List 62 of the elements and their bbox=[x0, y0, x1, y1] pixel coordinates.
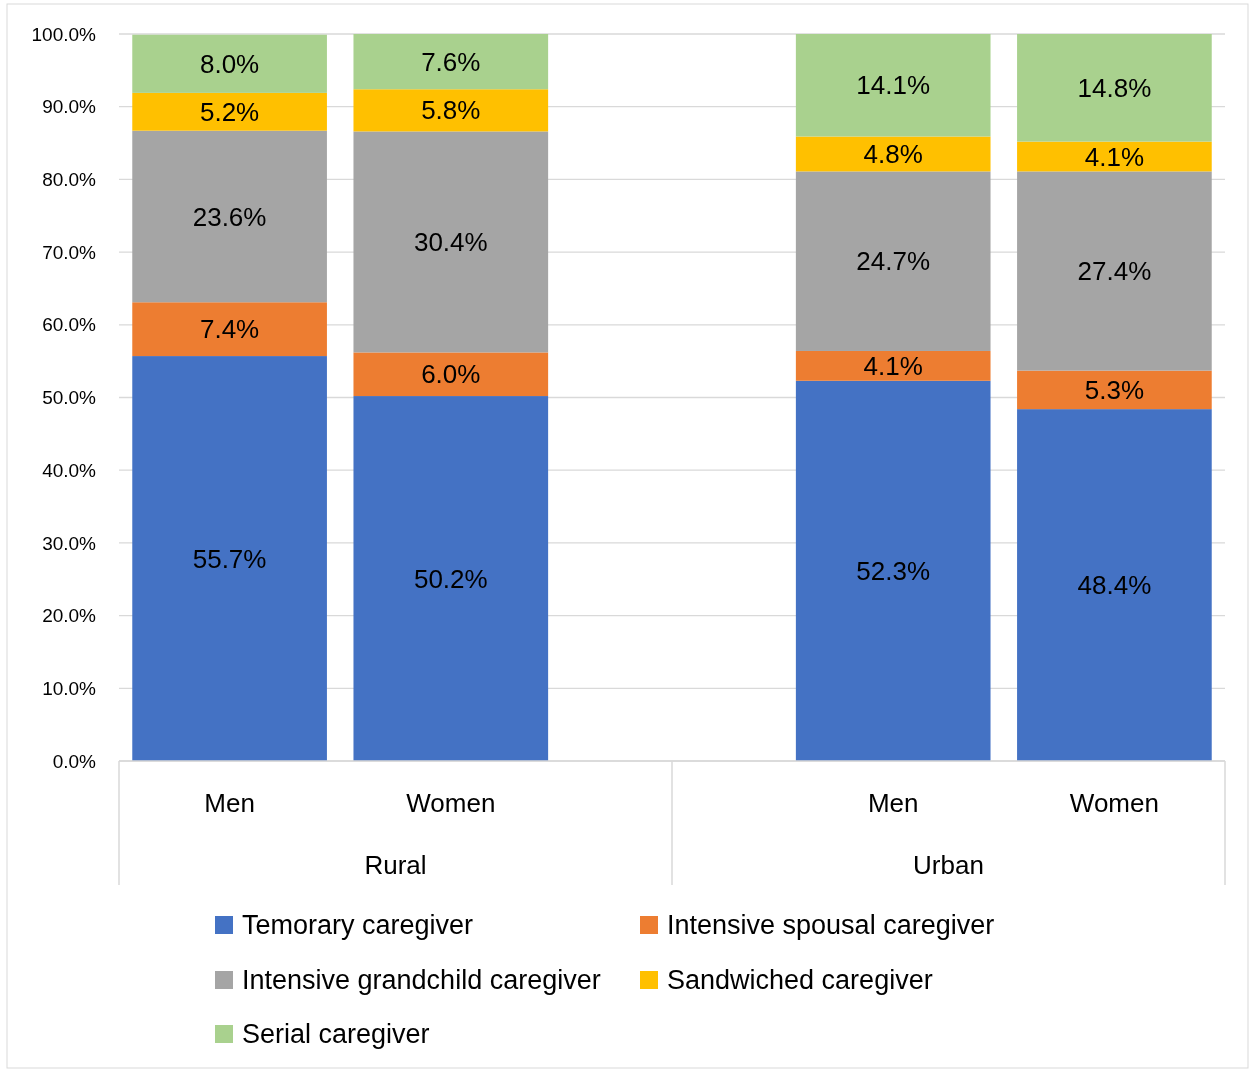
legend-label: Intensive spousal caregiver bbox=[667, 910, 995, 941]
bar bbox=[1017, 171, 1212, 371]
x-tick-label: Men bbox=[204, 788, 255, 819]
data-label: 52.3% bbox=[856, 555, 931, 586]
y-tick-label: 10.0% bbox=[42, 677, 97, 699]
data-label: 55.7% bbox=[192, 543, 267, 574]
data-label: 5.2% bbox=[199, 96, 260, 127]
bar bbox=[795, 380, 991, 761]
data-label: 6.0% bbox=[421, 359, 481, 390]
legend-label: Intensive grandchild caregiver bbox=[242, 965, 601, 996]
y-tick-label: 70.0% bbox=[42, 241, 97, 263]
data-label: 27.4% bbox=[1077, 256, 1152, 287]
bar bbox=[353, 131, 549, 353]
y-tick-label: 20.0% bbox=[42, 605, 97, 627]
bar bbox=[132, 34, 327, 93]
data-label: 7.6% bbox=[421, 46, 481, 77]
text: Urban bbox=[913, 850, 984, 881]
data-label: 14.1% bbox=[856, 70, 931, 101]
bar bbox=[132, 92, 327, 131]
data-label: 23.6% bbox=[192, 201, 267, 232]
y-tick-label: 60.0% bbox=[42, 314, 97, 336]
y-tick-label: 80.0% bbox=[42, 169, 97, 191]
bar bbox=[795, 34, 991, 137]
y-tick-label: 40.0% bbox=[42, 459, 97, 481]
data-label: 8.0% bbox=[199, 48, 260, 79]
bar bbox=[795, 350, 991, 381]
bar bbox=[795, 171, 991, 351]
bar bbox=[132, 302, 327, 357]
data-label: 4.1% bbox=[1084, 141, 1145, 172]
bar bbox=[353, 34, 549, 90]
data-label: 48.4% bbox=[1077, 570, 1152, 601]
data-label: 4.1% bbox=[863, 350, 923, 381]
data-label: 30.4% bbox=[413, 227, 488, 258]
bar bbox=[132, 130, 327, 303]
data-label: 5.8% bbox=[421, 95, 481, 126]
legend-label: Sandwiched caregiver bbox=[667, 965, 933, 996]
bar bbox=[353, 89, 549, 132]
bar bbox=[795, 136, 991, 172]
y-tick-label: 50.0% bbox=[42, 387, 97, 409]
data-label: 4.8% bbox=[863, 139, 923, 170]
data-label: 7.4% bbox=[199, 314, 260, 345]
x-tick-label: Men bbox=[867, 788, 919, 819]
data-label: 50.2% bbox=[413, 563, 488, 594]
bar bbox=[1017, 409, 1212, 761]
data-label: 5.3% bbox=[1084, 374, 1145, 405]
y-tick-label: 90.0% bbox=[42, 96, 97, 118]
text: Rural bbox=[364, 850, 427, 881]
data-label: 14.8% bbox=[1077, 72, 1152, 103]
bar bbox=[1017, 34, 1212, 142]
data-label: 24.7% bbox=[856, 246, 931, 277]
legend-label: Serial caregiver bbox=[242, 1019, 430, 1050]
bar bbox=[353, 396, 549, 761]
bar bbox=[353, 352, 549, 397]
bar bbox=[132, 356, 327, 761]
y-tick-label: 100.0% bbox=[31, 23, 97, 45]
x-tick-label: Women bbox=[1069, 788, 1159, 819]
y-tick-label: 30.0% bbox=[42, 532, 97, 554]
legend-label: Temorary caregiver bbox=[242, 910, 474, 941]
x-tick-label: Women bbox=[406, 788, 496, 819]
bar bbox=[1017, 370, 1212, 410]
y-tick-label: 0.0% bbox=[52, 750, 97, 772]
bar bbox=[1017, 141, 1212, 172]
